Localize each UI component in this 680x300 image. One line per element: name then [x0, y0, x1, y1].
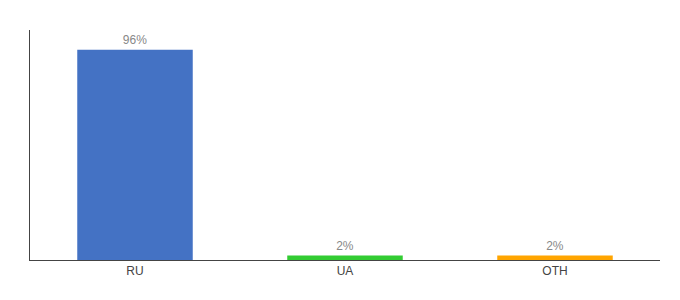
- svg-text:2%: 2%: [336, 239, 354, 253]
- svg-text:RU: RU: [126, 264, 143, 278]
- svg-text:OTH: OTH: [542, 264, 567, 278]
- svg-text:2%: 2%: [546, 239, 564, 253]
- svg-text:UA: UA: [337, 264, 354, 278]
- svg-text:96%: 96%: [123, 33, 147, 47]
